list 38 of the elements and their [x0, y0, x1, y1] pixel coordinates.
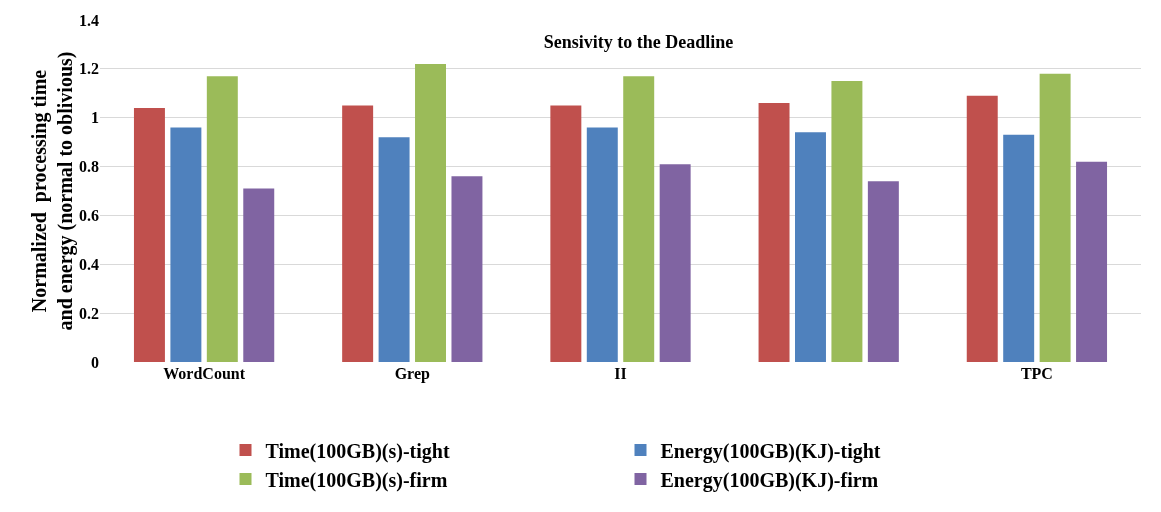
- x-tick-label: WordCount: [163, 365, 246, 382]
- bar: [206, 76, 238, 362]
- legend-label: Time(100GB)(s)-tight: [265, 439, 450, 463]
- y-tick-label: 0.4: [79, 255, 99, 273]
- y-axis-title: Normalized processing time and energy (normal to oblivious): [28, 51, 77, 331]
- bar: [966, 95, 998, 362]
- y-tick-label: 0.8: [79, 158, 99, 176]
- y-tick-label: 0.6: [79, 207, 99, 225]
- bar: [623, 76, 655, 362]
- legend-label: Time(100GB)(s)-firm: [265, 468, 448, 492]
- y-tick-label: 0: [91, 353, 99, 371]
- y-tick-label: 1.4: [79, 11, 99, 29]
- y-tick-label: 1: [91, 109, 99, 127]
- bar: [831, 81, 863, 362]
- bar: [867, 181, 899, 362]
- bar: [586, 127, 618, 362]
- legend-label: Energy(100GB)(KJ)-tight: [660, 439, 881, 463]
- x-tick-label: II: [614, 365, 627, 382]
- y-tick-label: 0.2: [79, 304, 99, 322]
- bar: [415, 63, 446, 362]
- legend-label: Energy(100GB)(KJ)-firm: [660, 468, 879, 492]
- bar: [758, 103, 790, 362]
- bar: [659, 164, 691, 362]
- text: Sensivity to the Deadline: [543, 32, 734, 53]
- bar: [170, 127, 202, 362]
- bar: [133, 107, 165, 362]
- bar: [1076, 161, 1108, 362]
- bar: [378, 137, 410, 362]
- bar: [451, 176, 483, 362]
- bar: [342, 105, 374, 362]
- y-tick-label: 1.2: [79, 60, 99, 78]
- bar: [550, 105, 582, 362]
- bar: [795, 132, 826, 362]
- bar: [243, 188, 275, 362]
- x-tick-label: TPC: [1020, 365, 1053, 382]
- bar: [1039, 73, 1071, 362]
- bar: [1003, 134, 1035, 362]
- x-tick-label: Grep: [394, 365, 431, 383]
